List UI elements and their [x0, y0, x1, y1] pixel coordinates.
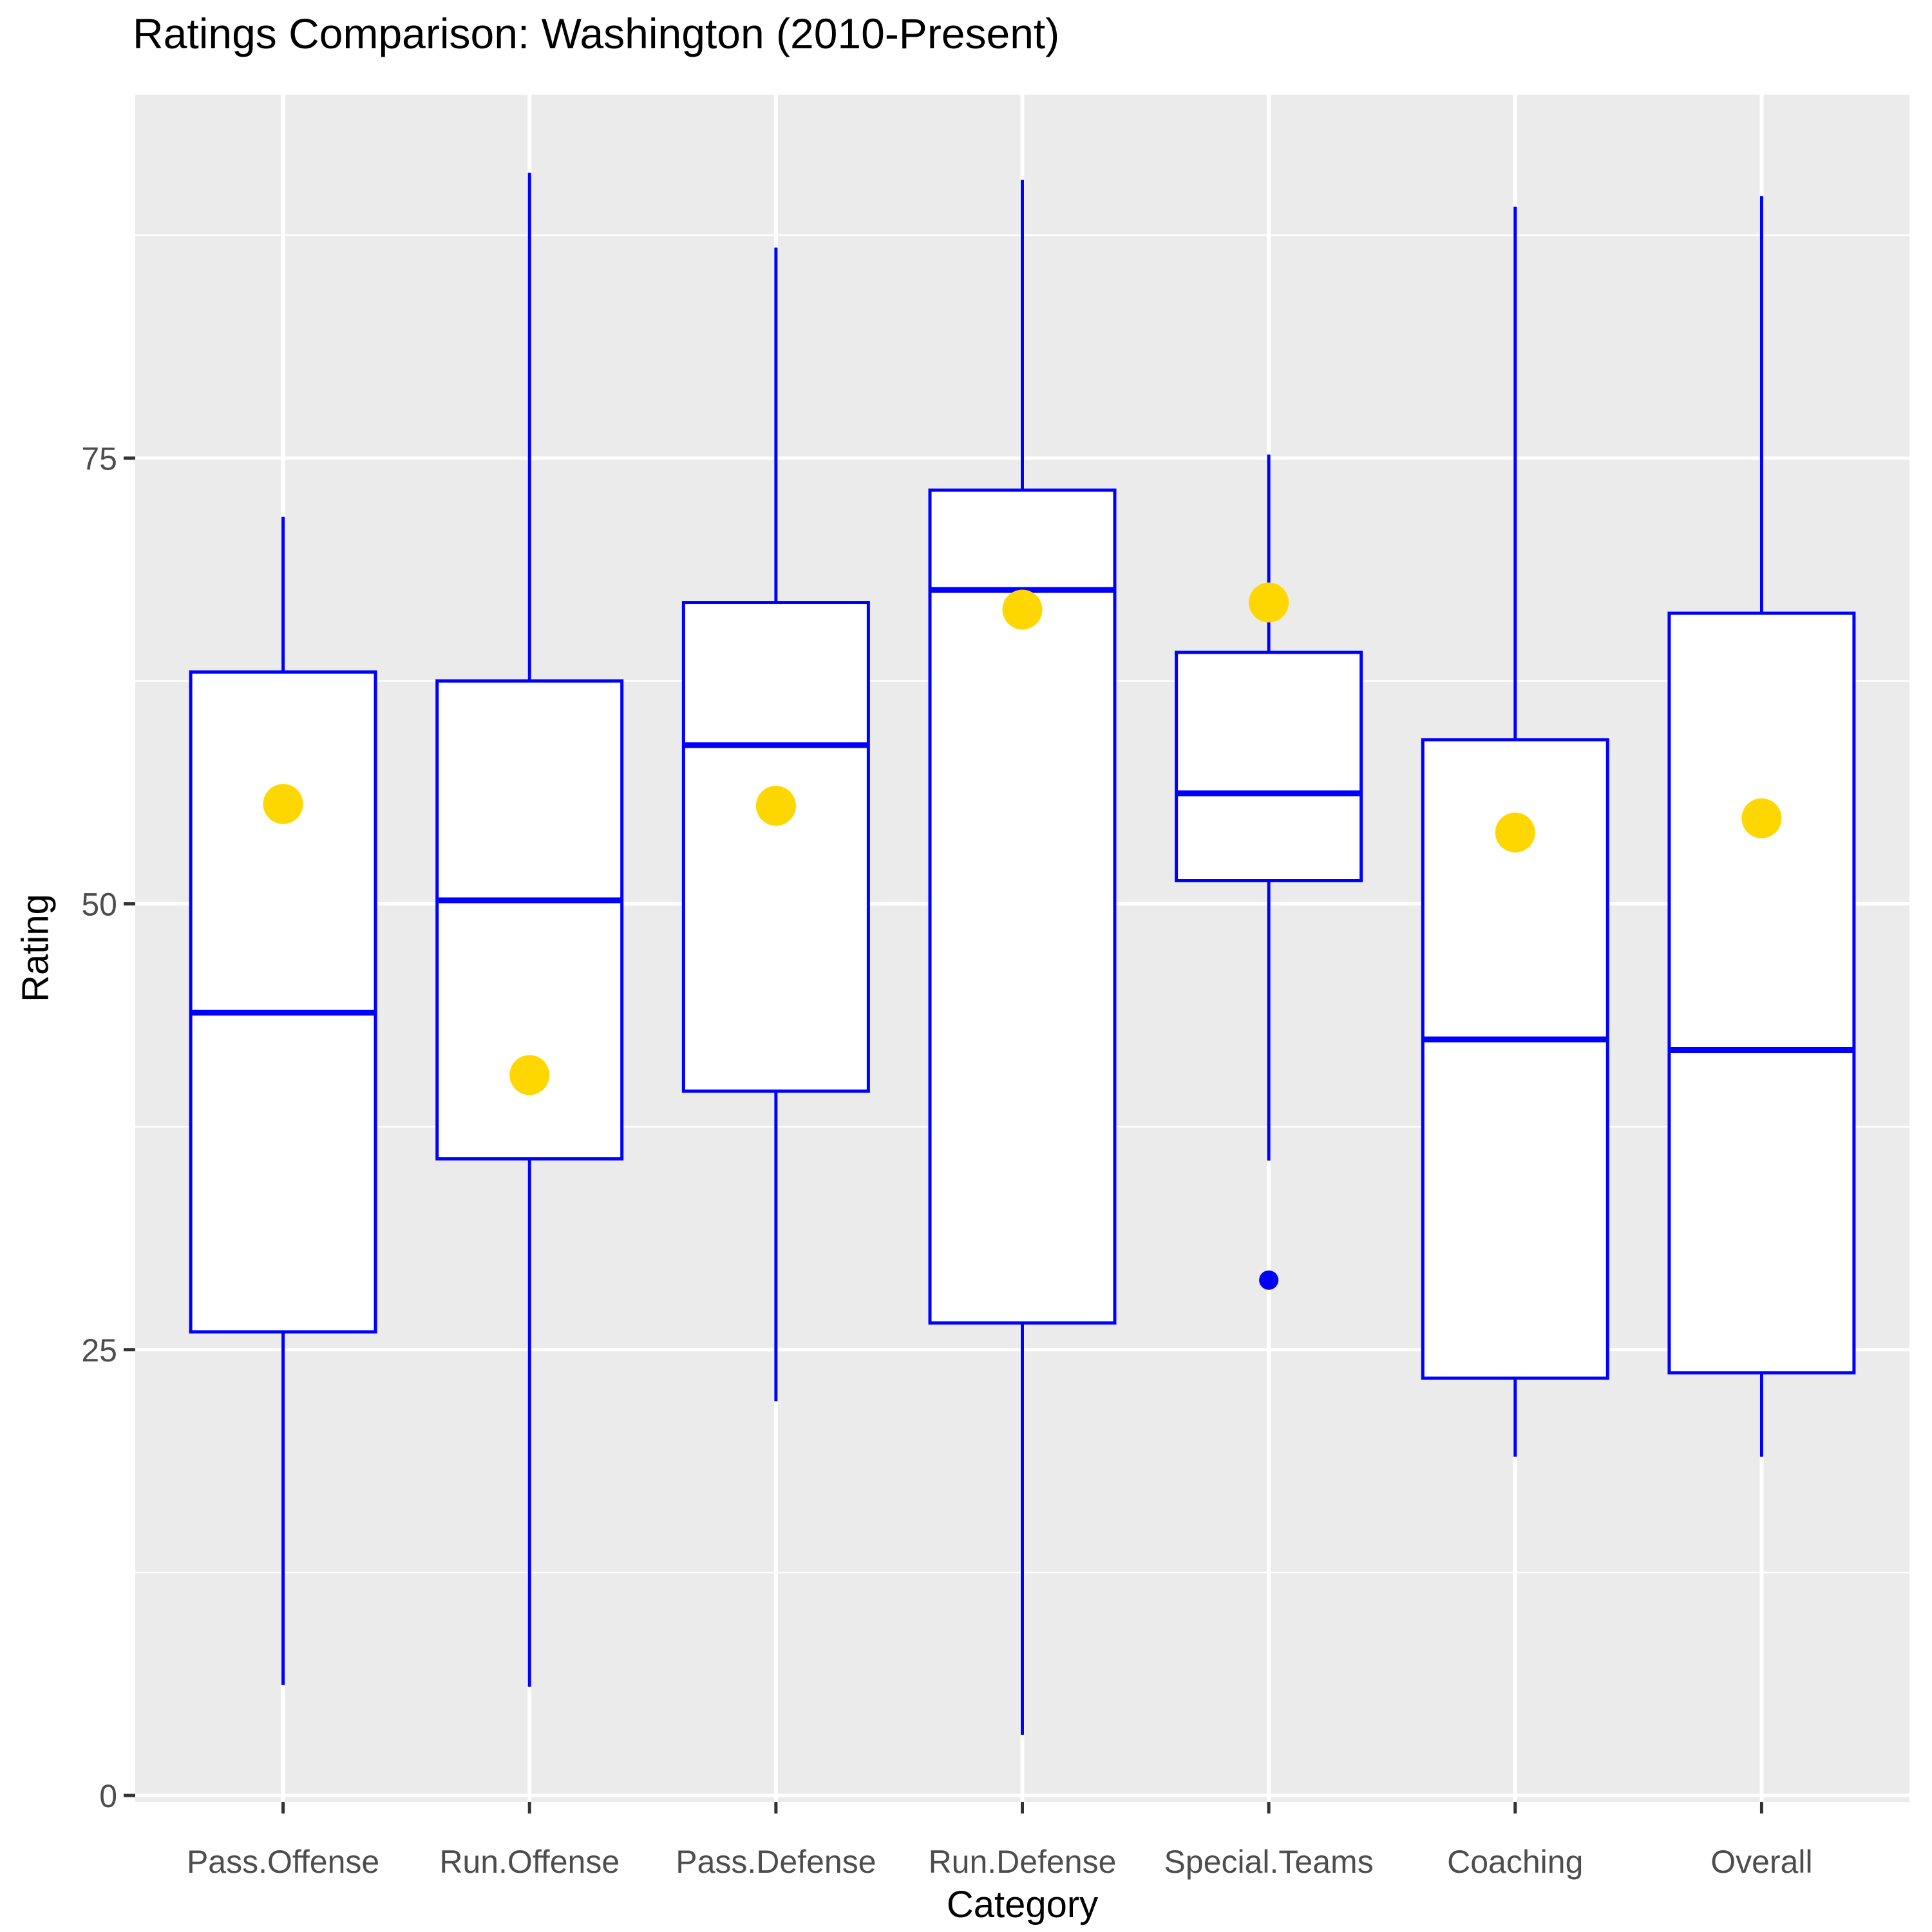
x-tick-label-pass-defense: Pass.Defense [676, 1844, 876, 1880]
mean-dot-overall [1741, 798, 1782, 838]
y-tick-label-75: 75 [81, 440, 117, 477]
x-tick-label-coaching: Coaching [1447, 1844, 1583, 1880]
plot-title: Ratings Comparison: Washington (2010-Pre… [133, 10, 1060, 57]
y-tick-label-0: 0 [99, 1778, 117, 1814]
mean-dot-special-teams [1249, 582, 1289, 623]
mean-dot-run-defense [1002, 589, 1043, 630]
x-axis-title: Category [946, 1884, 1099, 1926]
x-tick-label-run-offense: Run.Offense [439, 1844, 620, 1880]
x-tick-label-special-teams: Special.Teams [1164, 1844, 1374, 1880]
mean-dot-pass-offense [263, 784, 303, 824]
mean-dot-coaching [1495, 812, 1535, 853]
y-tick-label-50: 50 [81, 887, 117, 923]
box-pass-defense [681, 601, 870, 1093]
x-tick-label-run-defense: Run.Defense [929, 1844, 1117, 1880]
mean-dot-run-offense [509, 1055, 550, 1095]
y-tick-label-25: 25 [81, 1332, 117, 1368]
box-pass-offense [189, 670, 377, 1334]
x-tick-label-overall: Overall [1710, 1844, 1812, 1880]
box-overall [1667, 611, 1856, 1375]
mean-dot-pass-defense [755, 786, 796, 826]
x-tick-label-pass-offense: Pass.Offense [187, 1844, 379, 1880]
outlier-special-teams-0 [1259, 1270, 1279, 1290]
box-special-teams [1175, 650, 1363, 883]
y-axis-title: Rating [14, 894, 57, 1002]
